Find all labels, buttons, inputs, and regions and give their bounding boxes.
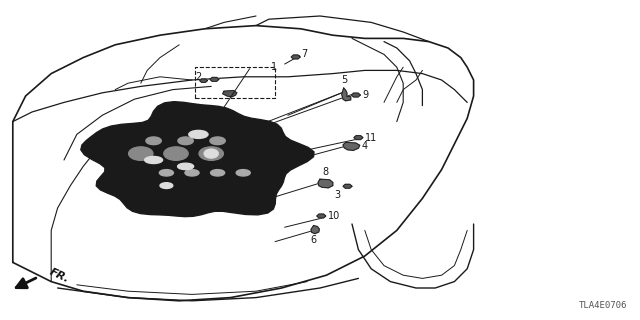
Ellipse shape: [164, 147, 188, 160]
Polygon shape: [291, 55, 300, 59]
Circle shape: [146, 137, 161, 145]
Circle shape: [210, 137, 225, 145]
Text: 7: 7: [301, 49, 307, 60]
Ellipse shape: [211, 170, 225, 176]
Ellipse shape: [129, 147, 153, 160]
Text: TLA4E0706: TLA4E0706: [579, 301, 627, 310]
Text: 6: 6: [310, 235, 317, 244]
Text: 5: 5: [341, 75, 348, 85]
Polygon shape: [200, 79, 207, 82]
Ellipse shape: [189, 130, 208, 138]
Polygon shape: [210, 77, 219, 81]
Ellipse shape: [185, 170, 199, 176]
Polygon shape: [351, 93, 360, 97]
Circle shape: [178, 137, 193, 145]
Text: 2: 2: [195, 72, 202, 82]
Bar: [195, 67, 275, 98]
Text: 11: 11: [365, 132, 377, 143]
Polygon shape: [311, 226, 319, 234]
Text: 1: 1: [271, 61, 277, 72]
Polygon shape: [317, 214, 326, 218]
Polygon shape: [81, 102, 314, 217]
Polygon shape: [318, 179, 333, 188]
Polygon shape: [343, 142, 360, 150]
Ellipse shape: [160, 183, 173, 188]
Ellipse shape: [159, 170, 173, 176]
Ellipse shape: [236, 170, 250, 176]
Text: 8: 8: [322, 167, 328, 177]
Ellipse shape: [199, 147, 223, 160]
Ellipse shape: [145, 156, 163, 164]
Text: 3: 3: [334, 190, 340, 200]
Polygon shape: [354, 136, 363, 140]
Text: 9: 9: [362, 90, 369, 100]
Ellipse shape: [178, 163, 193, 170]
Text: FR.: FR.: [48, 267, 71, 285]
Text: 4: 4: [362, 141, 368, 151]
Polygon shape: [342, 88, 351, 101]
Polygon shape: [343, 184, 352, 188]
Ellipse shape: [204, 149, 218, 158]
Polygon shape: [223, 91, 237, 97]
Text: 10: 10: [328, 211, 340, 221]
